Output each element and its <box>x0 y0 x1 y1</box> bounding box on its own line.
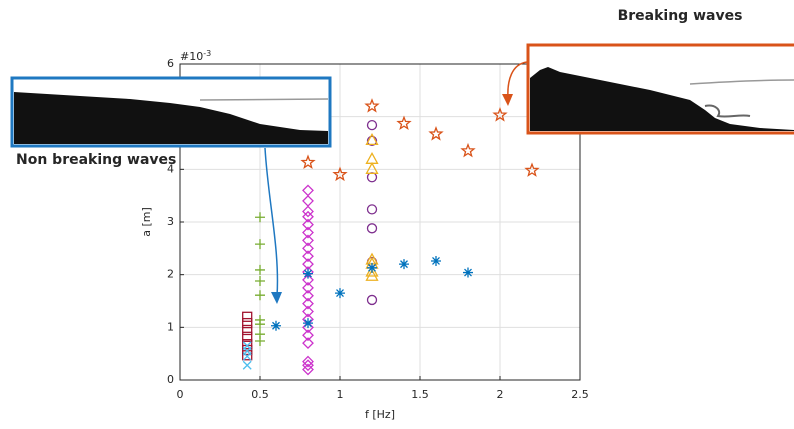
marker <box>302 226 314 239</box>
blue-arrowhead <box>271 292 282 304</box>
y-tick-label: 0 <box>167 373 174 386</box>
marker <box>332 166 348 182</box>
marker <box>365 161 379 174</box>
marker <box>428 125 444 141</box>
marker <box>302 218 314 231</box>
marker <box>300 154 316 170</box>
marker <box>366 172 378 183</box>
x-tick-label: 2 <box>497 388 504 401</box>
marker <box>302 205 314 218</box>
marker <box>302 305 314 318</box>
marker <box>524 162 540 177</box>
marker <box>367 262 377 273</box>
exponent-base: #10 <box>180 50 203 63</box>
marker <box>242 350 253 361</box>
annotation: Non breaking waves <box>16 152 176 168</box>
x-axis-label: f [Hz] <box>365 408 395 421</box>
marker <box>365 151 379 164</box>
marker <box>463 267 473 278</box>
x-tick-label: 2.5 <box>571 388 589 401</box>
marker <box>242 311 253 322</box>
orange-arrow <box>507 61 528 99</box>
marker <box>242 331 253 342</box>
x-tick-label: 0.5 <box>251 388 269 401</box>
marker <box>366 135 378 147</box>
y-axis-label: a [m] <box>140 207 153 237</box>
marker <box>302 210 314 223</box>
marker <box>302 355 314 368</box>
marker <box>302 289 314 302</box>
marker <box>366 204 378 215</box>
marker <box>302 195 314 207</box>
marker <box>255 319 265 330</box>
x-tick-label: 0 <box>177 388 184 401</box>
marker <box>302 242 314 255</box>
marker <box>302 250 314 263</box>
marker <box>364 98 380 113</box>
marker <box>396 115 412 131</box>
marker <box>303 268 313 279</box>
y-tick-label: 6 <box>167 57 174 70</box>
y-tick-label: 4 <box>167 162 174 175</box>
marker <box>242 324 253 336</box>
annotation: Breaking waves <box>618 8 743 24</box>
marker <box>492 107 508 122</box>
marker <box>302 281 314 294</box>
marks <box>242 98 540 376</box>
marker <box>255 239 265 250</box>
marker <box>366 294 378 306</box>
marker <box>365 268 379 281</box>
marker <box>302 297 314 310</box>
axes-box <box>179 63 581 381</box>
marker <box>302 363 314 376</box>
marker <box>242 317 253 329</box>
marker <box>335 288 345 299</box>
non-breaking-image <box>10 76 332 148</box>
marker <box>242 339 253 350</box>
marker <box>242 360 252 370</box>
breaking-image <box>526 43 794 135</box>
marker <box>399 259 409 270</box>
y-tick-label: 1 <box>167 320 174 333</box>
marker <box>255 275 265 286</box>
y-tick-label: 2 <box>167 268 174 281</box>
marker <box>431 255 441 266</box>
marker <box>302 337 314 350</box>
marker <box>302 329 314 342</box>
marker <box>242 341 252 351</box>
y-tick-label: 3 <box>167 215 174 228</box>
blue-arrow <box>264 147 279 297</box>
marker <box>302 359 314 372</box>
marker <box>255 336 265 347</box>
marker <box>271 320 281 331</box>
marker <box>255 264 265 275</box>
orange-arrowhead <box>502 94 513 106</box>
exponent-label: #10-3 <box>180 49 211 64</box>
marker <box>366 119 378 131</box>
marker <box>302 184 314 197</box>
marker <box>365 133 379 146</box>
marker <box>302 234 314 247</box>
marker <box>302 274 314 286</box>
marker <box>255 290 265 301</box>
marker <box>460 142 476 158</box>
x-tick-label: 1 <box>337 388 344 401</box>
x-tick-label: 1.5 <box>411 388 429 401</box>
marker <box>303 318 313 329</box>
marker <box>255 212 265 223</box>
exponent-power: -3 <box>203 49 211 58</box>
marker <box>366 223 378 234</box>
